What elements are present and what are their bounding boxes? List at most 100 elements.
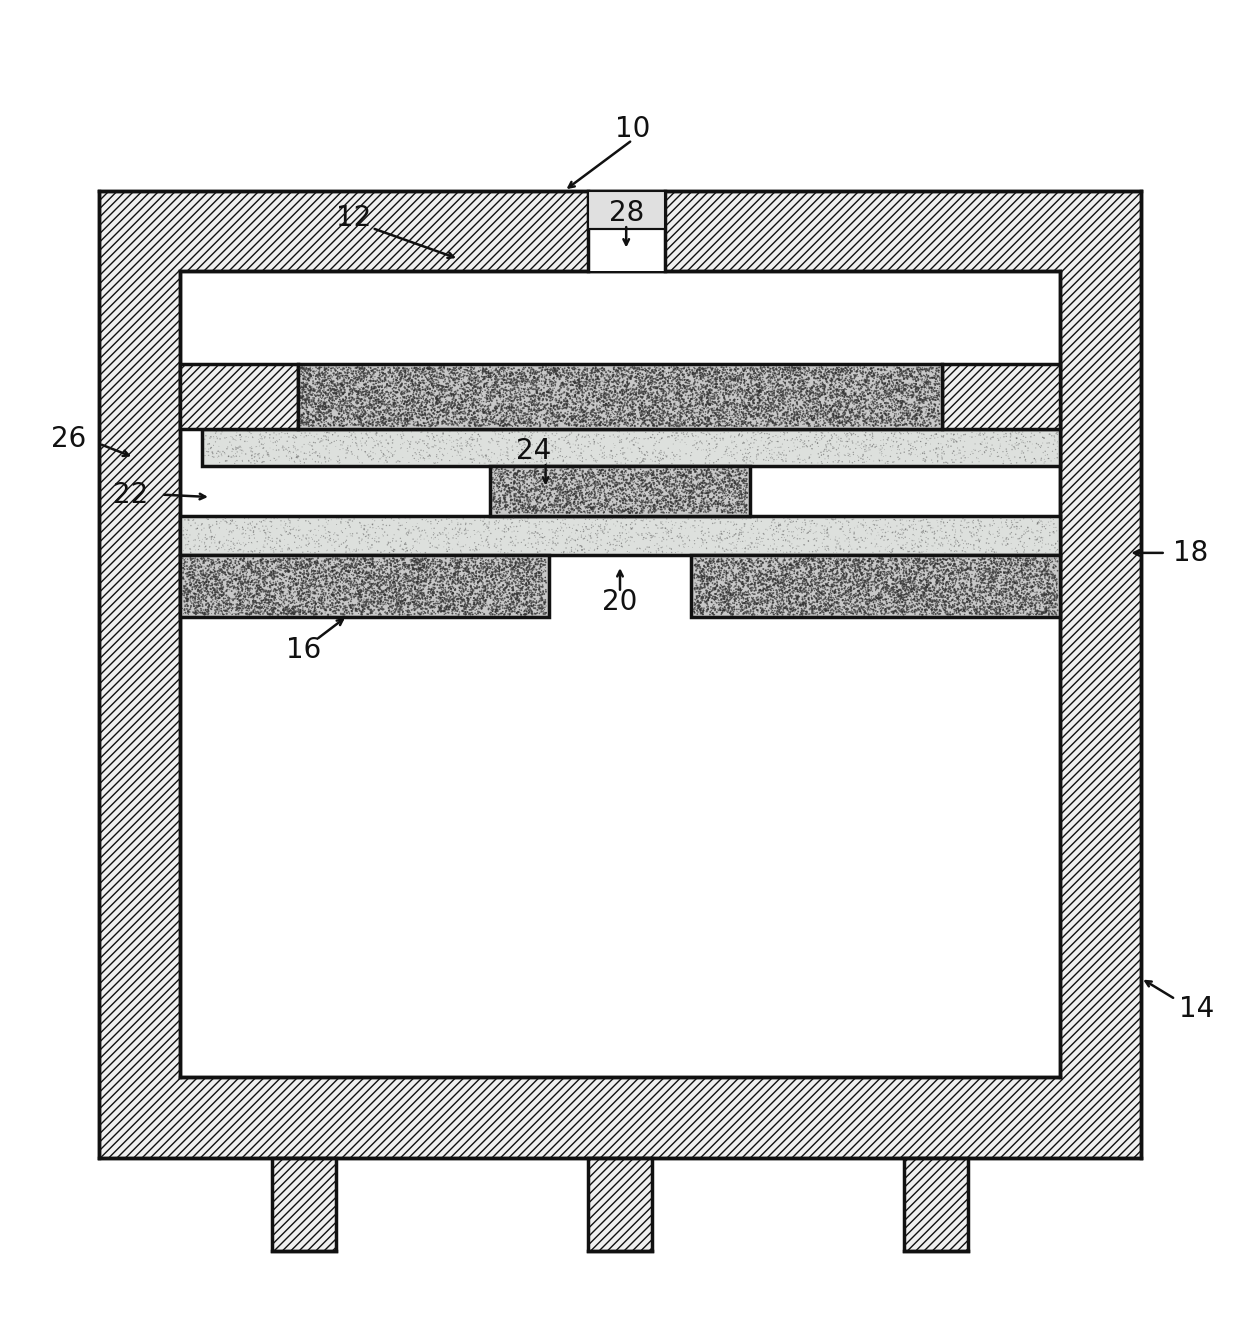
Point: [730, 467, 750, 489]
Point: [924, 400, 944, 421]
Point: [966, 587, 986, 608]
Point: [412, 520, 432, 542]
Point: [434, 601, 454, 622]
Point: [401, 408, 420, 429]
Point: [836, 357, 856, 379]
Point: [353, 523, 373, 544]
Point: [217, 551, 237, 572]
Point: [510, 499, 529, 520]
Point: [1032, 564, 1052, 585]
Point: [267, 549, 286, 571]
Point: [946, 571, 966, 592]
Point: [419, 531, 439, 552]
Point: [320, 400, 340, 421]
Point: [893, 535, 913, 556]
Point: [742, 532, 761, 553]
Point: [590, 359, 610, 380]
Point: [754, 585, 774, 606]
Point: [539, 387, 559, 408]
Point: [1003, 573, 1023, 594]
Point: [794, 587, 813, 608]
Point: [632, 496, 652, 518]
Point: [712, 589, 732, 610]
Point: [863, 397, 883, 418]
Point: [471, 580, 491, 601]
Point: [677, 473, 697, 494]
Point: [472, 356, 492, 377]
Point: [205, 557, 224, 579]
Point: [653, 413, 673, 434]
Bar: [180, 364, 298, 429]
Point: [694, 557, 714, 579]
Point: [615, 498, 635, 519]
Point: [185, 565, 205, 587]
Point: [640, 379, 660, 400]
Point: [887, 380, 906, 401]
Point: [729, 463, 749, 485]
Point: [1039, 448, 1059, 469]
Point: [387, 410, 407, 432]
Point: [414, 416, 434, 437]
Point: [527, 591, 547, 612]
Point: [844, 359, 864, 380]
Point: [465, 510, 485, 531]
Point: [527, 461, 547, 482]
Point: [267, 434, 286, 455]
Point: [823, 410, 843, 432]
Point: [965, 600, 985, 621]
Point: [880, 383, 900, 404]
Point: [905, 393, 925, 414]
Point: [714, 365, 734, 387]
Point: [589, 399, 609, 420]
Point: [515, 405, 534, 426]
Point: [928, 553, 947, 575]
Point: [525, 372, 544, 393]
Point: [742, 534, 761, 555]
Point: [376, 573, 396, 594]
Point: [497, 475, 517, 496]
Point: [861, 364, 880, 385]
Point: [745, 367, 765, 388]
Point: [343, 414, 363, 436]
Point: [407, 388, 427, 409]
Point: [270, 589, 290, 610]
Point: [897, 601, 916, 622]
Point: [761, 385, 781, 406]
Point: [905, 580, 925, 601]
Point: [670, 391, 689, 412]
Point: [471, 371, 491, 392]
Point: [407, 571, 427, 592]
Point: [901, 444, 921, 465]
Point: [753, 376, 773, 397]
Point: [249, 511, 269, 532]
Point: [510, 498, 529, 519]
Point: [374, 367, 394, 388]
Point: [599, 406, 619, 428]
Point: [518, 502, 538, 523]
Point: [802, 377, 822, 399]
Point: [621, 518, 641, 539]
Point: [476, 368, 496, 389]
Point: [394, 594, 414, 616]
Point: [481, 385, 501, 406]
Point: [309, 385, 329, 406]
Point: [507, 602, 527, 624]
Point: [610, 404, 630, 425]
Point: [420, 532, 440, 553]
Point: [255, 508, 275, 530]
Point: [329, 396, 348, 417]
Point: [371, 448, 391, 469]
Point: [926, 596, 946, 617]
Point: [451, 596, 471, 617]
Point: [476, 373, 496, 395]
Point: [370, 432, 389, 453]
Point: [480, 356, 500, 377]
Point: [401, 579, 420, 600]
Point: [596, 397, 616, 418]
Point: [314, 402, 334, 424]
Point: [486, 359, 506, 380]
Point: [440, 552, 460, 573]
Point: [719, 461, 739, 482]
Point: [362, 573, 382, 594]
Point: [766, 359, 786, 380]
